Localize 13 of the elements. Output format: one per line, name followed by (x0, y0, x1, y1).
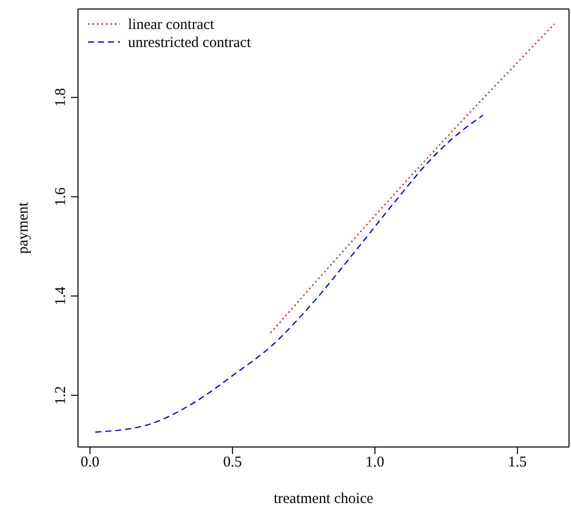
y-tick-label: 1.6 (53, 186, 69, 206)
y-axis-title: payment (15, 201, 32, 254)
legend-label: unrestricted contract (128, 35, 252, 51)
x-tick-label: 1.0 (366, 454, 384, 471)
y-tick-label: 1.2 (53, 386, 69, 405)
y-tick-label: 1.8 (53, 88, 69, 107)
x-tick-label: 0.5 (223, 454, 242, 471)
x-axis-title: treatment choice (274, 491, 374, 507)
legend-label: linear contract (128, 17, 216, 33)
line-series (94, 114, 484, 433)
x-tick-label: 1.5 (508, 454, 527, 471)
x-tick-label: 0.0 (80, 454, 100, 471)
y-tick-label: 1.4 (53, 286, 69, 306)
